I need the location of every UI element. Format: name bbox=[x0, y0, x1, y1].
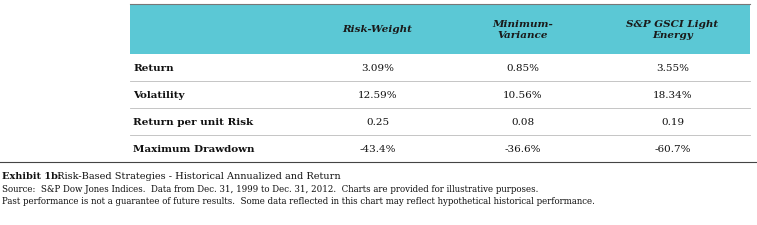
Text: Minimum-
Variance: Minimum- Variance bbox=[492, 20, 553, 40]
Text: 12.59%: 12.59% bbox=[358, 91, 397, 99]
Text: Past performance is not a guarantee of future results.  Some data reflected in t: Past performance is not a guarantee of f… bbox=[2, 196, 595, 205]
Text: 18.34%: 18.34% bbox=[653, 91, 693, 99]
Text: -43.4%: -43.4% bbox=[360, 144, 396, 153]
Text: Maximum Drawdown: Maximum Drawdown bbox=[133, 144, 254, 153]
Text: S&P GSCI Light
Energy: S&P GSCI Light Energy bbox=[627, 20, 718, 40]
Text: -60.7%: -60.7% bbox=[654, 144, 690, 153]
Text: Source:  S&P Dow Jones Indices.  Data from Dec. 31, 1999 to Dec. 31, 2012.  Char: Source: S&P Dow Jones Indices. Data from… bbox=[2, 184, 538, 193]
Text: Risk-Based Strategies - Historical Annualized and Return: Risk-Based Strategies - Historical Annua… bbox=[54, 171, 341, 180]
Text: 10.56%: 10.56% bbox=[503, 91, 542, 99]
Text: Volatility: Volatility bbox=[133, 91, 185, 99]
Text: 0.08: 0.08 bbox=[511, 117, 534, 126]
Text: 0.25: 0.25 bbox=[366, 117, 389, 126]
Text: Exhibit 1b:: Exhibit 1b: bbox=[2, 171, 61, 180]
Bar bbox=[130, 5, 750, 55]
Text: Return per unit Risk: Return per unit Risk bbox=[133, 117, 253, 126]
Text: 3.09%: 3.09% bbox=[361, 64, 394, 73]
Text: Return: Return bbox=[133, 64, 173, 73]
Text: -36.6%: -36.6% bbox=[504, 144, 540, 153]
Text: 3.55%: 3.55% bbox=[656, 64, 689, 73]
Text: Risk-Weight: Risk-Weight bbox=[343, 25, 413, 34]
Text: 0.19: 0.19 bbox=[661, 117, 684, 126]
Text: 0.85%: 0.85% bbox=[506, 64, 539, 73]
